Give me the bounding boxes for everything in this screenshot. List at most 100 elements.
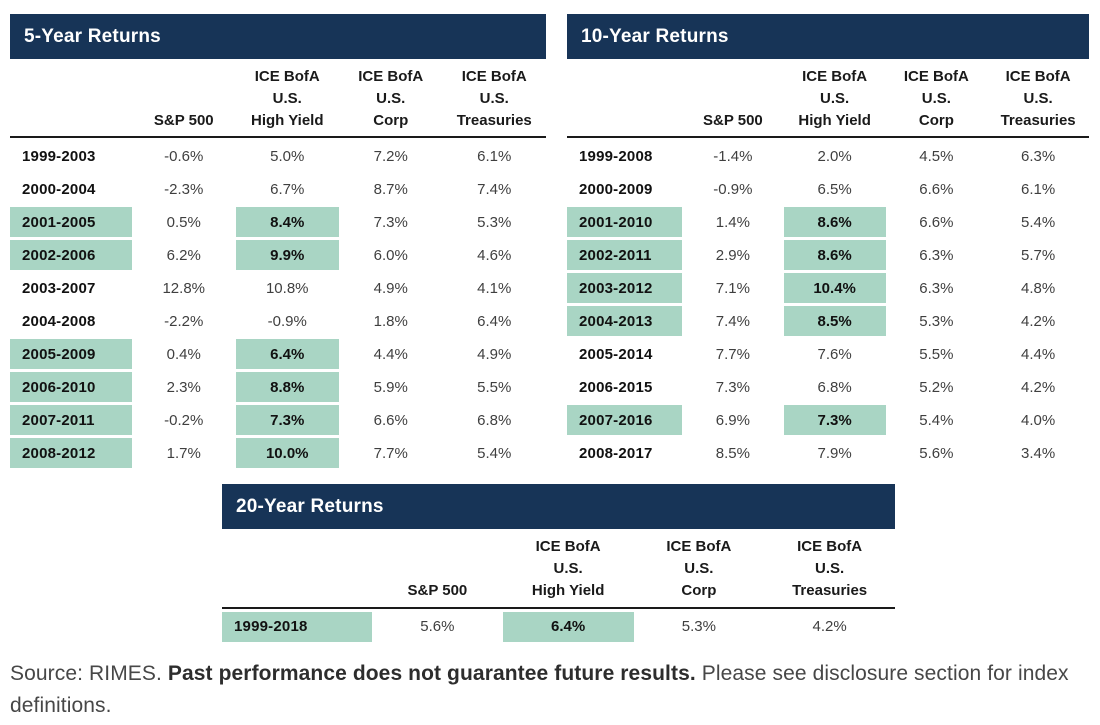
value-cell: 5.7% [1021, 246, 1056, 264]
ten-year-returns-table: S&P 500 ICE BofA U.S. High Yield ICE Bof… [567, 60, 1089, 471]
value-cell: 1.7% [166, 444, 201, 462]
table-title: 10-Year Returns [581, 26, 729, 47]
five-year-returns-section: 5-Year Returns S&P 500 ICE BofA U.S. Hig… [10, 14, 546, 471]
column-header-sp500: S&P 500 [132, 63, 236, 139]
value-cell: 8.5% [783, 306, 886, 337]
value-cell: 5.2% [919, 378, 954, 396]
value-cell: 6.6% [919, 180, 954, 198]
table-row: 2007-2016 6.9% 7.3% 5.4% 4.0% [567, 405, 1089, 436]
value-cell: 8.7% [373, 180, 408, 198]
column-header-sp500: S&P 500 [372, 533, 503, 609]
value-cell: 6.3% [919, 279, 954, 297]
value-cell: 0.5% [166, 213, 201, 231]
value-cell: 6.0% [373, 246, 408, 264]
value-cell: 4.2% [1021, 378, 1056, 396]
value-cell: 6.4% [502, 611, 634, 642]
table-row: 2008-2012 1.7% 10.0% 7.7% 5.4% [10, 438, 546, 469]
value-cell: 4.9% [477, 345, 512, 363]
header-row: S&P 500 ICE BofA U.S. High Yield ICE Bof… [222, 533, 895, 609]
table-row: 2007-2011 -0.2% 7.3% 6.6% 6.8% [10, 405, 546, 436]
value-cell: 10.4% [783, 273, 886, 304]
value-cell: 8.5% [715, 444, 750, 462]
period-cell: 1999-2008 [579, 147, 653, 165]
period-cell: 2006-2010 [10, 372, 132, 403]
value-cell: 6.1% [477, 147, 512, 165]
value-cell: 4.0% [1021, 411, 1056, 429]
header-row: S&P 500 ICE BofA U.S. High Yield ICE Bof… [10, 63, 546, 139]
twenty-year-returns-table: S&P 500 ICE BofA U.S. High Yield ICE Bof… [222, 530, 895, 644]
table-row: 1999-2008 -1.4% 2.0% 4.5% 6.3% [567, 141, 1089, 171]
column-header-corp: ICE BofA U.S. Corp [339, 63, 443, 139]
value-cell: 8.4% [235, 207, 339, 238]
column-header-corp: ICE BofA U.S. Corp [885, 63, 988, 139]
table-row: 2000-2009 -0.9% 6.5% 6.6% 6.1% [567, 174, 1089, 204]
table-title: 5-Year Returns [24, 26, 161, 47]
value-cell: 5.3% [919, 312, 954, 330]
value-cell: 7.3% [783, 405, 886, 436]
table-row: 2000-2004 -2.3% 6.7% 8.7% 7.4% [10, 174, 546, 204]
value-cell: 9.9% [235, 240, 339, 271]
period-cell: 2002-2011 [567, 240, 682, 271]
value-cell: 7.3% [373, 213, 408, 231]
value-cell: 7.9% [817, 444, 852, 462]
column-header-period [10, 63, 132, 139]
table-row: 2006-2010 2.3% 8.8% 5.9% 5.5% [10, 372, 546, 403]
value-cell: 7.7% [373, 444, 408, 462]
period-cell: 2004-2013 [567, 306, 682, 337]
value-cell: 6.8% [477, 411, 512, 429]
table-row: 2005-2014 7.7% 7.6% 5.5% 4.4% [567, 339, 1089, 369]
value-cell: 7.3% [715, 378, 750, 396]
value-cell: 4.4% [373, 345, 408, 363]
column-header-treasuries: ICE BofA U.S. Treasuries [442, 63, 546, 139]
top-tables-row: 5-Year Returns S&P 500 ICE BofA U.S. Hig… [10, 14, 1089, 471]
value-cell: 12.8% [162, 279, 206, 297]
value-cell: 2.3% [166, 378, 201, 396]
value-cell: 5.3% [477, 213, 512, 231]
period-cell: 2005-2014 [579, 345, 653, 363]
value-cell: 1.8% [373, 312, 408, 330]
column-header-high-yield: ICE BofA U.S. High Yield [235, 63, 339, 139]
twenty-year-returns-section: 20-Year Returns S&P 500 ICE BofA U.S. Hi… [222, 484, 895, 644]
value-cell: 7.3% [235, 405, 339, 436]
value-cell: -2.3% [164, 180, 204, 198]
period-cell: 2003-2012 [567, 273, 682, 304]
column-header-corp: ICE BofA U.S. Corp [633, 533, 765, 609]
value-cell: 6.4% [477, 312, 512, 330]
value-cell: 4.5% [919, 147, 954, 165]
period-cell: 2001-2005 [10, 207, 132, 238]
table-row: 2001-2010 1.4% 8.6% 6.6% 5.4% [567, 207, 1089, 238]
column-header-period [567, 63, 682, 139]
value-cell: 5.0% [270, 147, 305, 165]
value-cell: 0.4% [166, 345, 201, 363]
value-cell: 5.5% [477, 378, 512, 396]
table-row: 1999-2018 5.6% 6.4% 5.3% 4.2% [222, 611, 895, 642]
value-cell: 7.6% [817, 345, 852, 363]
column-header-treasuries: ICE BofA U.S. Treasuries [764, 533, 895, 609]
period-cell: 1999-2003 [22, 147, 96, 165]
column-header-sp500: S&P 500 [682, 63, 784, 139]
value-cell: 5.4% [477, 444, 512, 462]
period-cell: 2008-2017 [579, 444, 653, 462]
table-row: 2002-2006 6.2% 9.9% 6.0% 4.6% [10, 240, 546, 271]
period-cell: 2000-2004 [22, 180, 96, 198]
value-cell: 6.4% [235, 339, 339, 370]
table-row: 1999-2003 -0.6% 5.0% 7.2% 6.1% [10, 141, 546, 171]
period-cell: 2002-2006 [10, 240, 132, 271]
value-cell: 5.4% [1021, 213, 1056, 231]
footnote-suffix: Please see disclosure section for index … [10, 661, 1069, 718]
value-cell: 3.4% [1021, 444, 1056, 462]
value-cell: 6.9% [715, 411, 750, 429]
value-cell: 4.2% [1021, 312, 1056, 330]
value-cell: 8.6% [783, 207, 886, 238]
value-cell: 6.5% [817, 180, 852, 198]
table-title: 20-Year Returns [236, 496, 384, 518]
period-cell: 2000-2009 [579, 180, 653, 198]
value-cell: -1.4% [713, 147, 753, 165]
column-header-period [222, 533, 372, 609]
period-cell: 2003-2007 [22, 279, 96, 297]
table-row: 2004-2013 7.4% 8.5% 5.3% 4.2% [567, 306, 1089, 337]
period-cell: 2007-2016 [567, 405, 682, 436]
period-cell: 2005-2009 [10, 339, 132, 370]
table-row: 2005-2009 0.4% 6.4% 4.4% 4.9% [10, 339, 546, 370]
value-cell: 4.1% [477, 279, 512, 297]
